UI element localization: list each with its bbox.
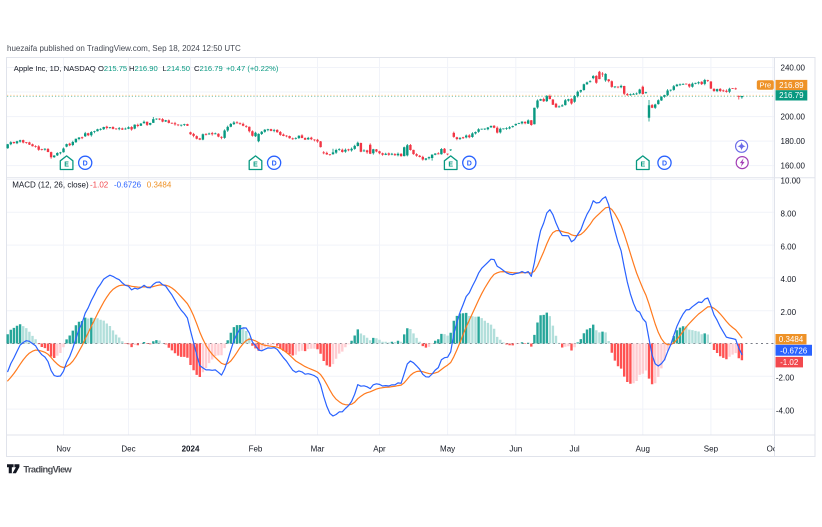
svg-text:-1.02: -1.02 <box>780 358 799 367</box>
svg-text:180.00: 180.00 <box>781 137 806 146</box>
svg-text:-4.00: -4.00 <box>776 406 795 415</box>
svg-text:Jul: Jul <box>569 444 579 453</box>
svg-text:Mar: Mar <box>311 444 325 453</box>
svg-text:E: E <box>448 162 453 169</box>
svg-text:TradingView: TradingView <box>23 465 72 475</box>
svg-text:E: E <box>64 162 69 169</box>
svg-text:2024: 2024 <box>182 444 200 453</box>
svg-text:Apr: Apr <box>373 444 386 453</box>
svg-text:0.3484: 0.3484 <box>779 335 804 344</box>
svg-text:216.79: 216.79 <box>779 91 804 100</box>
svg-text:10.00: 10.00 <box>781 177 802 186</box>
svg-text:6.00: 6.00 <box>781 242 797 251</box>
svg-text:Oct: Oct <box>767 444 780 453</box>
svg-text:MACD (12, 26, close)-1.02-0.67: MACD (12, 26, close)-1.02 -0.6726 0.3484 <box>12 180 172 189</box>
svg-text:Feb: Feb <box>249 444 263 453</box>
svg-text:Pre: Pre <box>759 81 771 90</box>
svg-text:160.00: 160.00 <box>781 162 806 171</box>
svg-text:216.89: 216.89 <box>779 81 804 90</box>
svg-text:Nov: Nov <box>56 444 70 453</box>
svg-text:huezaifa published on TradingV: huezaifa published on TradingView.com, S… <box>7 44 241 53</box>
svg-text:E: E <box>640 162 645 169</box>
svg-text:8.00: 8.00 <box>781 210 797 219</box>
svg-text:D: D <box>662 161 667 168</box>
svg-text:Aug: Aug <box>636 444 650 453</box>
svg-text:D: D <box>83 161 88 168</box>
svg-text:240.00: 240.00 <box>781 63 806 72</box>
svg-text:200.00: 200.00 <box>781 113 806 122</box>
svg-text:4.00: 4.00 <box>781 275 797 284</box>
svg-text:-0.6726: -0.6726 <box>780 346 808 355</box>
svg-text:D: D <box>467 161 472 168</box>
svg-text:E: E <box>253 162 258 169</box>
svg-text:Sep: Sep <box>704 444 719 453</box>
svg-text:Jun: Jun <box>509 444 522 453</box>
svg-text:Dec: Dec <box>121 444 135 453</box>
svg-text:2.00: 2.00 <box>781 308 797 317</box>
svg-text:D: D <box>272 161 277 168</box>
svg-text:May: May <box>440 444 455 453</box>
svg-text:-2.00: -2.00 <box>776 374 795 383</box>
